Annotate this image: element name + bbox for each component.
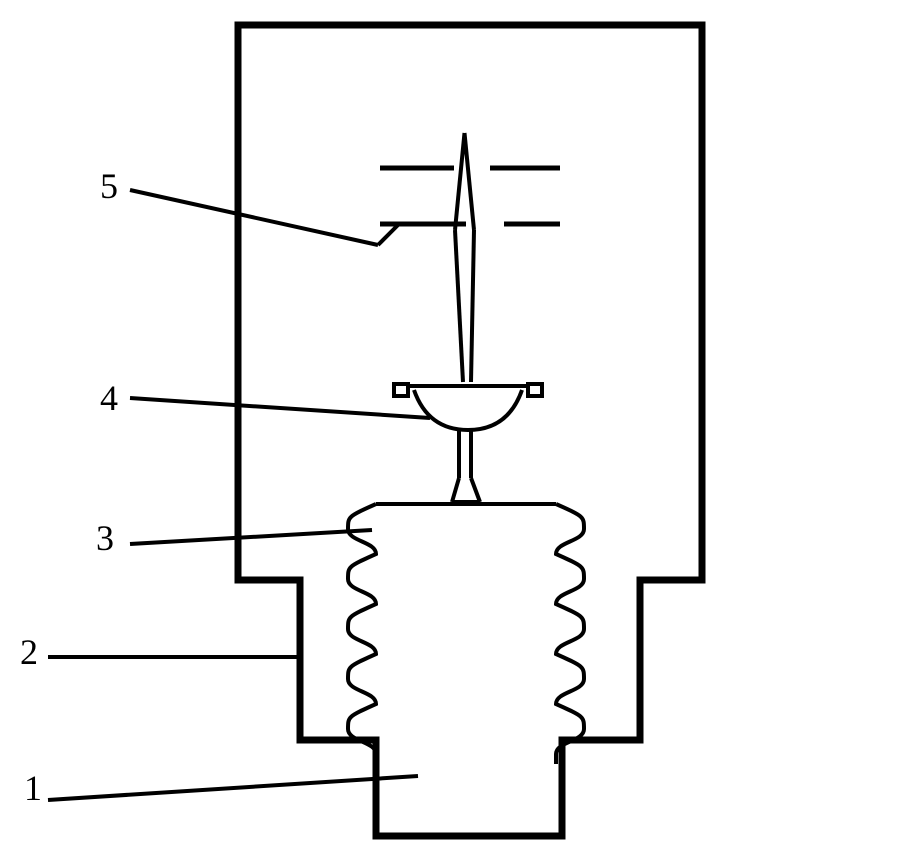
callout-label-2: 2 — [20, 631, 38, 673]
callout-label-5: 5 — [100, 165, 118, 207]
callout-label-3: 3 — [96, 517, 114, 559]
callout-label-1: 1 — [24, 767, 42, 809]
callout-label-4: 4 — [100, 377, 118, 419]
